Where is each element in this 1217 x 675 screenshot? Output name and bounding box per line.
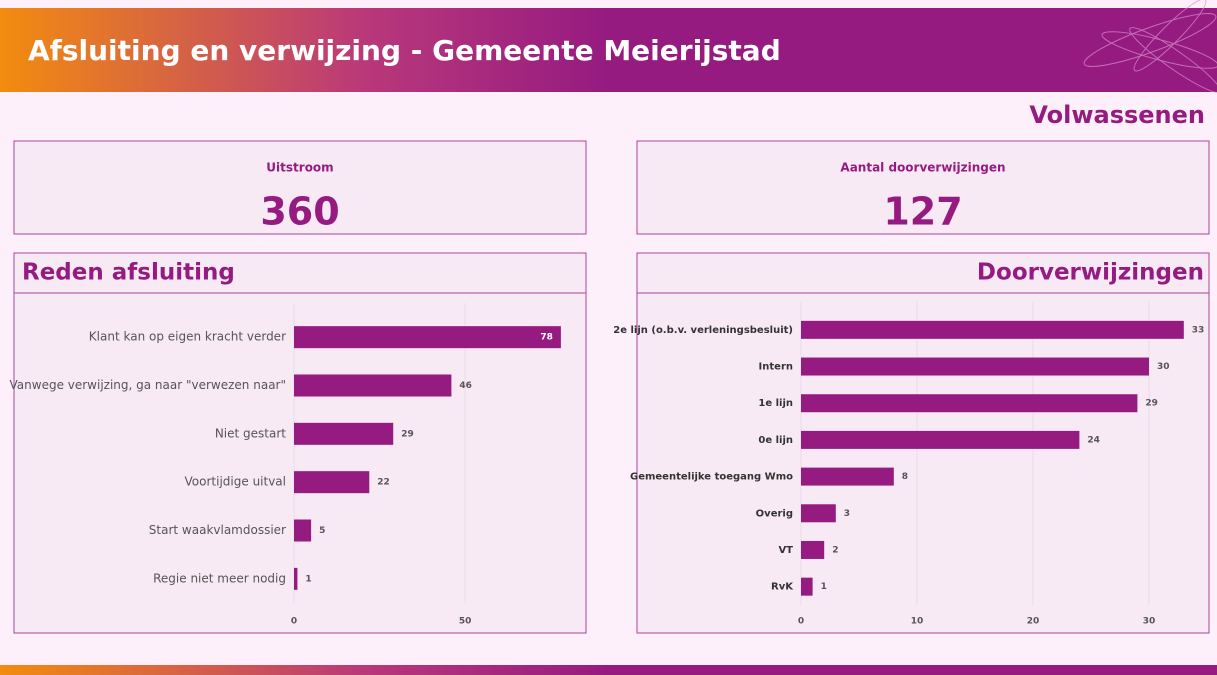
value-label: 1	[821, 582, 827, 592]
value-label: 2	[832, 545, 838, 555]
bar	[801, 578, 813, 596]
bar	[294, 471, 369, 493]
value-label: 29	[401, 429, 414, 439]
bar	[801, 358, 1149, 376]
chart-title: Reden afsluiting	[22, 260, 235, 286]
value-label: 46	[459, 381, 472, 391]
y-tick-label: Vanwege verwijzing, ga naar "verwezen na…	[10, 378, 286, 392]
x-tick-label: 20	[1027, 617, 1040, 627]
value-label: 8	[902, 472, 908, 482]
y-tick-label: VT	[778, 545, 793, 556]
bar	[801, 504, 836, 522]
dashboard: Afsluiting en verwijzing - Gemeente Meie…	[0, 0, 1217, 675]
y-tick-label: RvK	[771, 582, 794, 593]
kpi-value: 127	[883, 190, 962, 234]
bar	[294, 520, 311, 542]
x-tick-label: 30	[1143, 617, 1156, 627]
value-label: 33	[1192, 325, 1205, 335]
value-label: 24	[1087, 435, 1100, 445]
value-label: 5	[319, 526, 325, 536]
page: Afsluiting en verwijzing - Gemeente Meie…	[0, 0, 1217, 675]
bar	[801, 468, 894, 486]
y-tick-label: 0e lijn	[758, 435, 793, 446]
value-label: 3	[844, 509, 850, 519]
value-label: 1	[305, 574, 311, 584]
value-label: 30	[1157, 362, 1170, 372]
value-label: 22	[377, 478, 390, 488]
kpi-value: 360	[260, 190, 339, 234]
value-label: 78	[540, 333, 553, 343]
bar	[294, 375, 451, 397]
bar	[801, 541, 824, 559]
kpi-label: Aantal doorverwijzingen	[840, 161, 1005, 175]
x-tick-label: 10	[911, 617, 924, 627]
value-label: 29	[1145, 399, 1158, 409]
section-label: Volwassenen	[1029, 101, 1205, 129]
bar	[294, 568, 297, 590]
footer-bar	[0, 665, 1217, 675]
y-tick-label: Start waakvlamdossier	[149, 523, 286, 537]
bar	[801, 321, 1184, 339]
y-tick-label: 1e lijn	[758, 398, 793, 409]
y-tick-label: Gemeentelijke toegang Wmo	[630, 472, 793, 483]
chart-title: Doorverwijzingen	[977, 260, 1204, 286]
bar	[294, 423, 393, 445]
y-tick-label: Intern	[759, 362, 793, 373]
x-tick-label: 50	[459, 617, 472, 627]
bar	[294, 326, 561, 348]
y-tick-label: Regie niet meer nodig	[153, 571, 286, 585]
y-tick-label: Overig	[756, 508, 793, 519]
bar	[801, 431, 1079, 449]
page-title: Afsluiting en verwijzing - Gemeente Meie…	[28, 34, 781, 67]
kpi-label: Uitstroom	[266, 161, 333, 175]
y-tick-label: Klant kan op eigen kracht verder	[89, 330, 286, 344]
x-tick-label: 0	[291, 617, 297, 627]
y-tick-label: 2e lijn (o.b.v. verleningsbesluit)	[613, 325, 793, 336]
y-tick-label: Niet gestart	[215, 426, 286, 440]
y-tick-label: Voortijdige uitval	[185, 475, 286, 489]
x-tick-label: 0	[798, 617, 804, 627]
bar	[801, 394, 1137, 412]
